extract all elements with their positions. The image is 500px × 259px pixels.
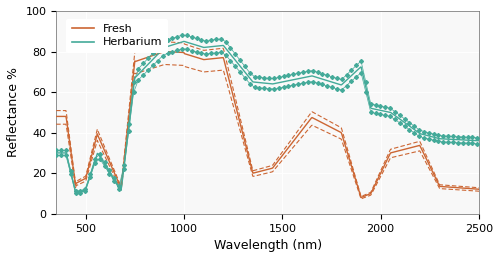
Y-axis label: Reflectance %: Reflectance % — [7, 67, 20, 157]
X-axis label: Wavelength (nm): Wavelength (nm) — [214, 239, 322, 252]
Legend: Fresh, Herbarium: Fresh, Herbarium — [66, 19, 168, 53]
